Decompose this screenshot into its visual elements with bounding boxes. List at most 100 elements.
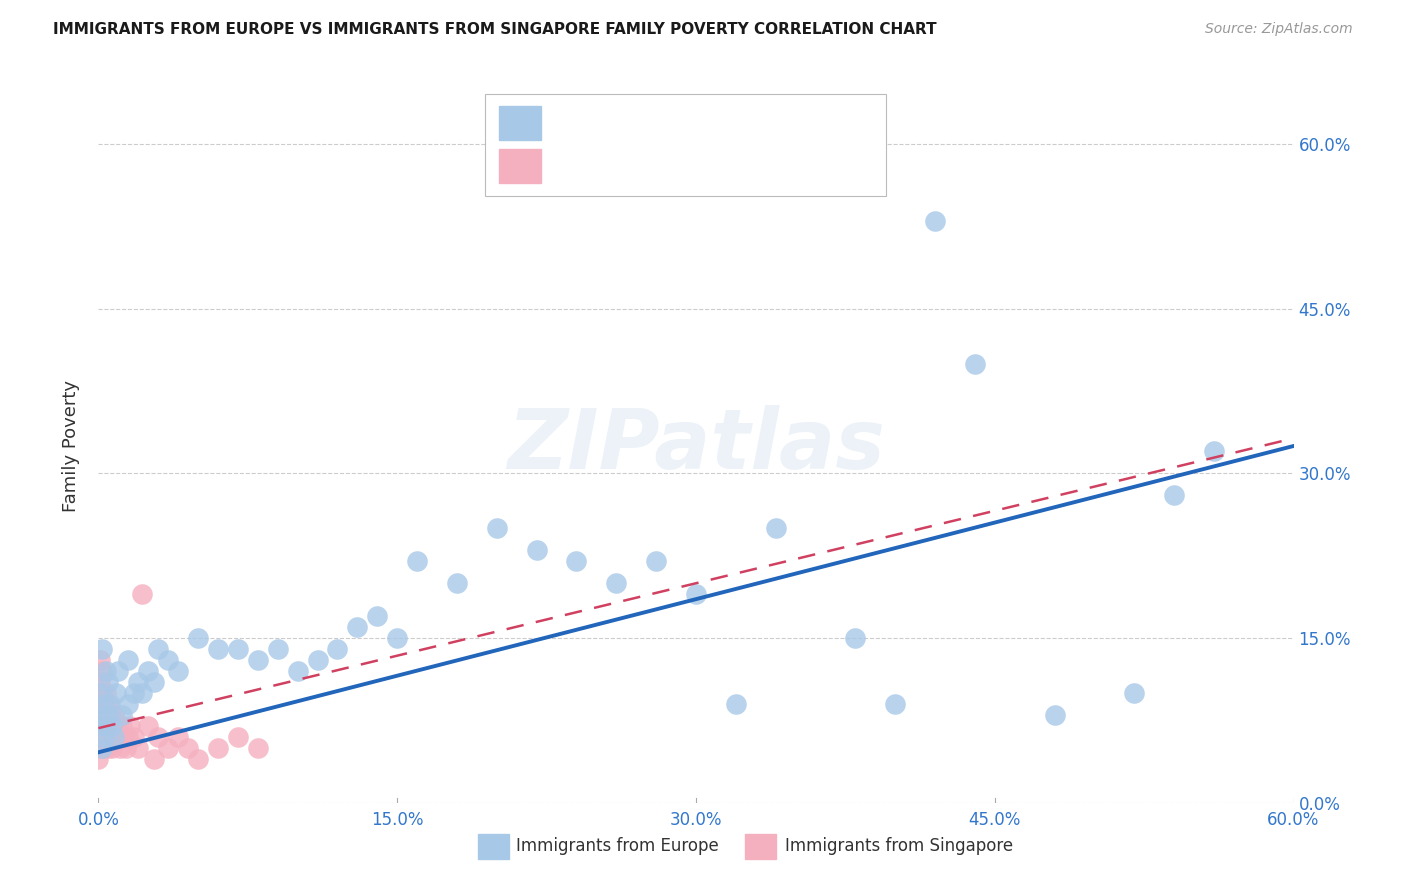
Point: [103, 730, 125, 744]
Point: [136, 664, 159, 678]
Point: [1202, 444, 1225, 458]
Point: [167, 664, 190, 678]
Point: [91, 708, 114, 723]
Point: [1163, 488, 1185, 502]
Point: [246, 740, 269, 755]
Point: [117, 730, 139, 744]
Point: [366, 609, 388, 624]
Point: [526, 543, 548, 558]
Point: [226, 730, 249, 744]
Text: IMMIGRANTS FROM EUROPE VS IMMIGRANTS FROM SINGAPORE FAMILY POVERTY CORRELATION C: IMMIGRANTS FROM EUROPE VS IMMIGRANTS FRO…: [53, 22, 936, 37]
Point: [485, 521, 508, 535]
Point: [143, 675, 166, 690]
Text: R =: R =: [555, 120, 595, 138]
Y-axis label: Family Poverty: Family Poverty: [62, 380, 80, 512]
Point: [96, 708, 118, 723]
Text: N =: N =: [675, 163, 714, 181]
Point: [385, 631, 409, 645]
Point: [91, 686, 114, 700]
Point: [131, 587, 153, 601]
Point: [645, 554, 668, 568]
Point: [96, 719, 118, 733]
Point: [157, 740, 180, 755]
Text: R =: R =: [555, 163, 595, 181]
Point: [124, 730, 146, 744]
Point: [124, 686, 146, 700]
Point: [89, 686, 111, 700]
Point: [89, 719, 111, 733]
Point: [87, 752, 110, 766]
Point: [226, 642, 249, 657]
Point: [98, 708, 122, 723]
Point: [307, 653, 329, 667]
Point: [91, 642, 114, 657]
Point: [89, 653, 111, 667]
Point: [107, 730, 129, 744]
Point: [97, 675, 120, 690]
Point: [87, 708, 110, 723]
Point: [89, 708, 111, 723]
Point: [96, 664, 118, 678]
Point: [87, 730, 110, 744]
Point: [97, 719, 120, 733]
Point: [101, 740, 124, 755]
Point: [565, 554, 588, 568]
Point: [1123, 686, 1146, 700]
Point: [765, 521, 787, 535]
Point: [1043, 708, 1066, 723]
Point: [207, 740, 229, 755]
Point: [105, 686, 128, 700]
Point: [89, 740, 111, 755]
Point: [87, 719, 110, 733]
Point: [117, 697, 139, 711]
Point: [112, 730, 135, 744]
Point: [96, 686, 118, 700]
Point: [107, 664, 129, 678]
Point: [103, 730, 125, 744]
Point: [89, 675, 111, 690]
Point: [97, 708, 120, 723]
Point: [157, 653, 180, 667]
Text: ZIPatlas: ZIPatlas: [508, 406, 884, 486]
Point: [93, 697, 115, 711]
Point: [207, 642, 229, 657]
Point: [136, 719, 159, 733]
Point: [685, 587, 707, 601]
Point: [177, 740, 200, 755]
Point: [101, 719, 124, 733]
Text: 56: 56: [721, 120, 747, 138]
Point: [143, 752, 166, 766]
Point: [148, 642, 170, 657]
Point: [97, 697, 120, 711]
Point: [111, 708, 134, 723]
Point: [93, 719, 115, 733]
Point: [91, 664, 114, 678]
Point: [446, 576, 468, 591]
Point: [91, 740, 114, 755]
Point: [187, 752, 209, 766]
Text: Immigrants from Europe: Immigrants from Europe: [516, 837, 718, 855]
Point: [87, 686, 110, 700]
Point: [91, 730, 114, 744]
Point: [101, 719, 124, 733]
Point: [96, 730, 118, 744]
Point: [93, 740, 115, 755]
Point: [724, 697, 747, 711]
Point: [93, 697, 115, 711]
Point: [110, 740, 132, 755]
Point: [346, 620, 368, 634]
Point: [924, 214, 946, 228]
Point: [89, 719, 111, 733]
Point: [844, 631, 866, 645]
Point: [98, 697, 122, 711]
Point: [127, 675, 149, 690]
Point: [117, 653, 139, 667]
Point: [884, 697, 907, 711]
Point: [167, 730, 190, 744]
Point: [111, 719, 134, 733]
Text: Source: ZipAtlas.com: Source: ZipAtlas.com: [1205, 22, 1353, 37]
Text: Immigrants from Singapore: Immigrants from Singapore: [785, 837, 1012, 855]
Point: [127, 740, 149, 755]
Point: [103, 708, 125, 723]
Point: [115, 740, 138, 755]
